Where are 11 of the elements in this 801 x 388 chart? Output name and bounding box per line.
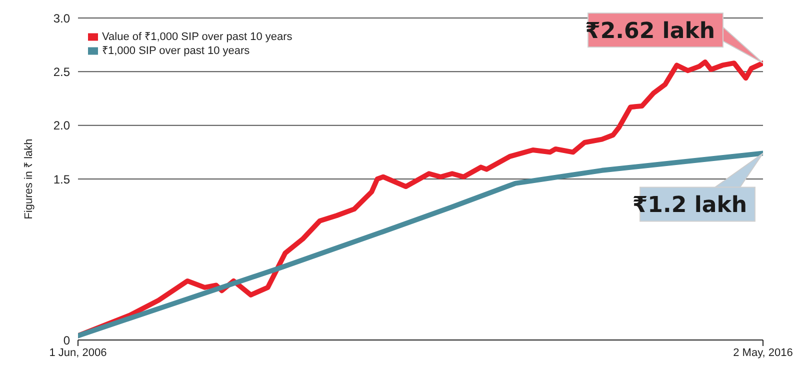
y-axis-title: Figures in ₹ lakh bbox=[22, 138, 35, 220]
y-tick-label: 2.0 bbox=[53, 118, 70, 133]
annotation: ₹1.2 lakh bbox=[632, 193, 747, 218]
y-tick-label: 0 bbox=[63, 333, 70, 348]
x-tick-label: 2 May, 2016 bbox=[733, 346, 793, 359]
y-tick-label: 2.5 bbox=[53, 64, 70, 79]
x-tick-label: 1 Jun, 2006 bbox=[49, 346, 107, 359]
legend-label: ₹1,000 SIP over past 10 years bbox=[102, 45, 250, 57]
legend-label: Value of ₹1,000 SIP over past 10 years bbox=[102, 31, 292, 43]
y-tick-label: 3.0 bbox=[53, 11, 70, 26]
y-tick-label: 1.5 bbox=[53, 172, 70, 186]
